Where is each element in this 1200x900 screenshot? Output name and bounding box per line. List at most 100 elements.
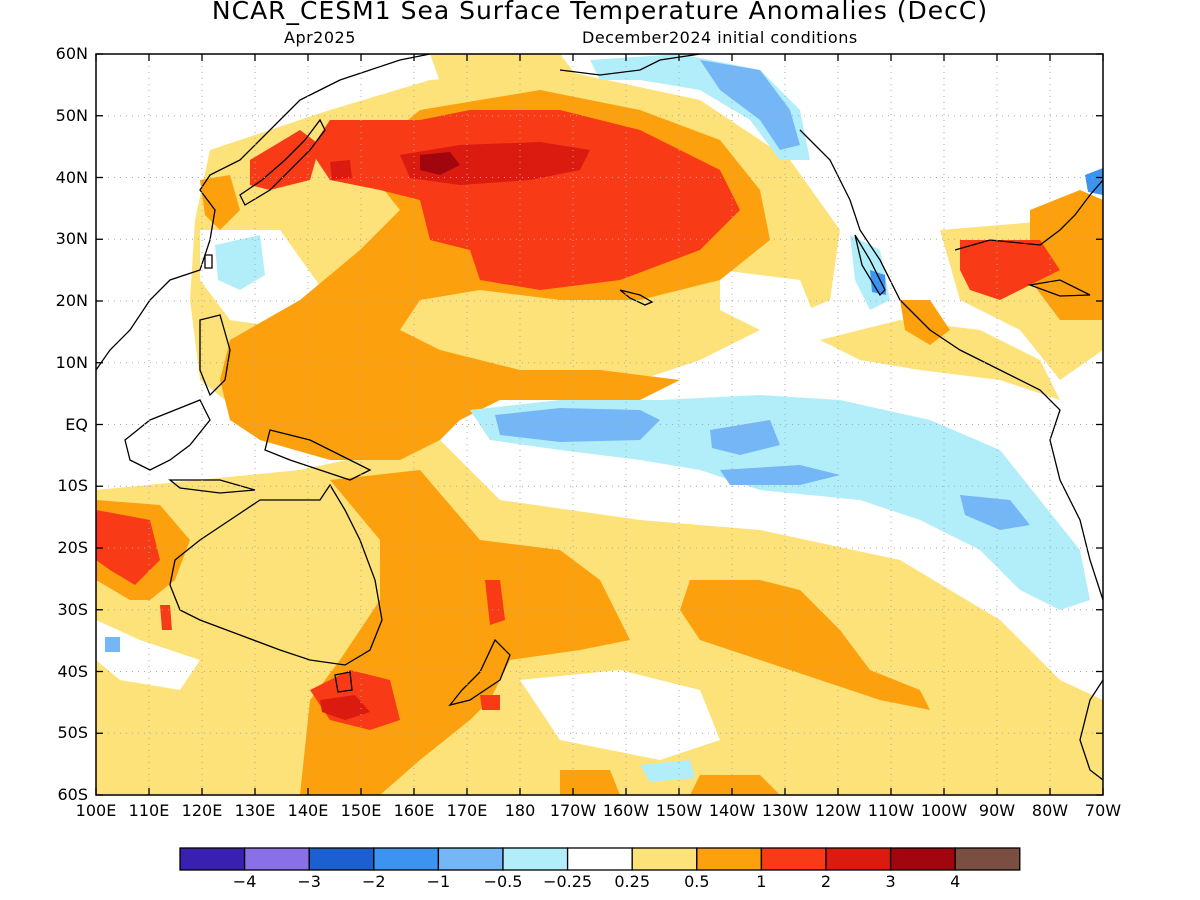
hawaii-coastline	[619, 289, 654, 306]
initial-conditions-label: December2024 initial conditions	[582, 28, 858, 47]
anomaly-region-yellow	[820, 320, 1060, 400]
neutral-region	[720, 270, 820, 330]
colorbar-label: −3	[297, 872, 321, 891]
longitude-label: 150W	[655, 801, 703, 820]
indonesia-coastline	[124, 399, 211, 471]
axis-ticks	[95, 53, 1104, 796]
colorbar-label: 0.25	[614, 872, 650, 891]
anomaly-region-lightblue	[215, 235, 265, 290]
colorbar-label: −0.5	[483, 872, 523, 891]
colorbar	[179, 847, 1021, 871]
longitude-label: 160E	[393, 801, 435, 820]
colorbar-label: 1	[756, 872, 767, 891]
coastlines	[96, 54, 1103, 781]
longitude-label: 70W	[1084, 801, 1122, 820]
asia-coastline	[96, 54, 431, 371]
anomaly-region-orange	[1030, 190, 1103, 320]
anomaly-region-blue	[710, 420, 780, 455]
latitude-label: 50S	[57, 723, 88, 743]
taiwan-coastline	[204, 254, 213, 269]
alaska-coastline	[559, 54, 701, 76]
colorbar-swatch	[631, 847, 698, 871]
anomaly-region-red	[480, 695, 500, 710]
anomaly-region-red	[160, 605, 172, 630]
anomaly-field	[96, 54, 1103, 795]
forecast-month: Apr2025	[284, 28, 356, 47]
colorbar-label: −2	[362, 872, 386, 891]
longitude-label: 140W	[708, 801, 756, 820]
baja-california-coastline	[854, 234, 886, 297]
colorbar-swatch	[760, 847, 827, 871]
anomaly-region-blue	[720, 465, 840, 485]
latitude-label: 60N	[55, 44, 88, 63]
north-america-coastline	[799, 129, 1103, 601]
anomaly-region-red	[960, 240, 1060, 300]
tasmania-coastline	[334, 671, 353, 693]
anomaly-region-darkred	[320, 695, 370, 720]
latitude-label: 10N	[55, 352, 88, 372]
latitude-label: 50N	[55, 105, 88, 125]
anomaly-region-blue	[700, 60, 800, 150]
longitude-label: 120W	[814, 801, 862, 820]
colorbar-swatch	[566, 847, 633, 871]
longitude-label: 130W	[761, 801, 809, 820]
anomaly-region-blue	[1085, 168, 1103, 195]
colorbar-label: 4	[950, 872, 961, 891]
anomaly-region-blue	[105, 637, 120, 652]
anomaly-region-red	[485, 580, 505, 625]
longitude-label: 120E	[181, 801, 223, 820]
longitude-label: 110W	[867, 801, 915, 820]
colorbar-label: 0.5	[684, 872, 710, 891]
anomaly-region-orange	[680, 580, 930, 710]
anomaly-region-lightblue	[470, 395, 1090, 610]
latitude-label: 20S	[57, 538, 88, 557]
australia-coastline	[169, 483, 383, 666]
neutral-region	[520, 670, 720, 760]
longitude-label: 160W	[602, 801, 650, 820]
latitude-label: 30N	[55, 229, 88, 249]
latitude-label: 10S	[57, 476, 88, 496]
longitude-label: 140E	[287, 801, 329, 820]
longitude-label: 100W	[920, 801, 968, 820]
colorbar-label: 3	[885, 872, 896, 891]
latitude-label: 40N	[55, 167, 88, 187]
anomaly-region-darkred	[330, 160, 352, 180]
new-zealand-coastline	[448, 638, 511, 707]
anomaly-region-orange	[900, 300, 950, 345]
anomaly-region-orange	[560, 770, 620, 795]
latitude-label: 40S	[57, 661, 88, 681]
anomaly-region-blue	[960, 495, 1030, 530]
latitude-label: 20N	[55, 291, 88, 310]
colorbar-swatch	[373, 847, 440, 871]
philippines-coastline	[199, 314, 231, 397]
longitude-label: 110E	[128, 801, 170, 820]
colorbar-swatch	[954, 847, 1021, 871]
colorbar-swatch	[825, 847, 892, 871]
neutral-region	[96, 620, 200, 690]
map-title: NCAR_CESM1 Sea Surface Temperature Anoma…	[211, 0, 989, 25]
colorbar-swatch	[502, 847, 569, 871]
anomaly-region-orange	[200, 175, 240, 230]
new-guinea-coastline	[264, 429, 372, 481]
colorbar-label: 2	[820, 872, 832, 891]
latitude-label: 30S	[57, 599, 88, 619]
longitude-label: 170W	[549, 801, 597, 820]
latitude-label: EQ	[65, 414, 88, 434]
anomaly-region-lightblue	[640, 760, 695, 782]
latitude-label: 60S	[57, 785, 88, 804]
cuba-coastline	[1027, 279, 1091, 297]
colorbar-label: −4	[232, 872, 257, 891]
longitude-label: 100E	[75, 801, 117, 820]
anomaly-region-blue	[495, 408, 660, 442]
gulf-of-mexico-coastline	[954, 179, 1103, 251]
japan-coastline	[239, 118, 326, 206]
longitude-label: 130E	[234, 801, 276, 820]
java-coastline	[168, 479, 256, 494]
anomaly-region-red	[96, 510, 160, 585]
longitude-label: 170E	[446, 801, 488, 820]
colorbar-swatch	[243, 847, 310, 871]
colorbar-swatch	[437, 847, 504, 871]
colorbar-label: −0.25	[543, 872, 593, 891]
south-america-coastline	[1079, 679, 1103, 781]
